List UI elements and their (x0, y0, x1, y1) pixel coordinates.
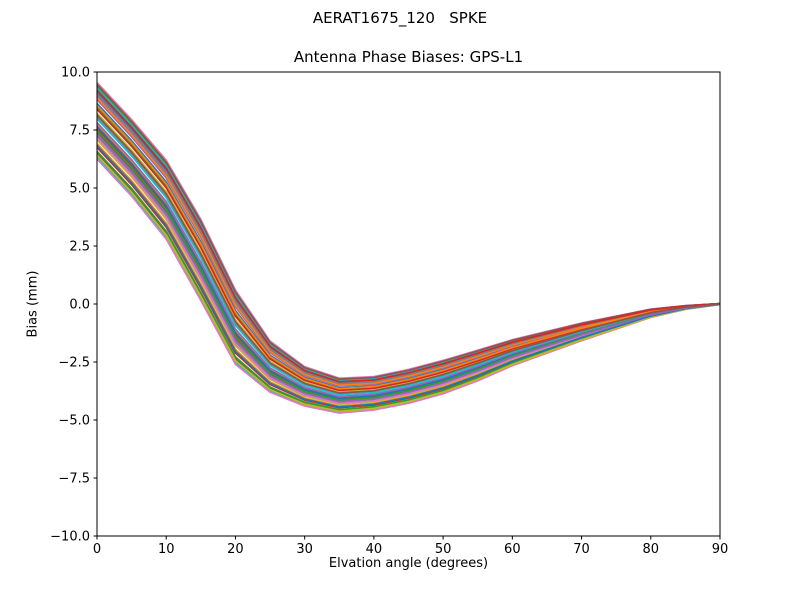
y-tick-label: 0.0 (69, 298, 90, 313)
series-line (96, 114, 721, 394)
x-tick-label: 20 (227, 542, 244, 557)
x-tick-label: 50 (435, 542, 452, 557)
figure-suptitle: AERAT1675_120 SPKE (312, 9, 488, 27)
x-tick-label: 10 (158, 542, 175, 557)
x-axis-label: Elvation angle (degrees) (328, 556, 489, 571)
y-tick-label: −10.0 (50, 530, 90, 545)
y-tick-label: 7.5 (69, 124, 90, 139)
x-tick-label: 0 (93, 542, 101, 557)
y-axis-label: Bias (mm) (25, 270, 41, 338)
y-tick-label: 2.5 (69, 240, 90, 255)
x-tick-label: 80 (643, 542, 660, 557)
y-tick-label: 10.0 (61, 66, 90, 81)
series-line (96, 127, 721, 400)
y-tick-label: −7.5 (58, 472, 90, 487)
axes-spines (96, 71, 721, 537)
series-line (96, 104, 721, 390)
y-tick-label: −2.5 (58, 356, 90, 371)
x-tick-label: 70 (573, 542, 590, 557)
x-tick-label: 60 (504, 542, 521, 557)
chart-title: Antenna Phase Biases: GPS-L1 (293, 48, 524, 66)
series-line (96, 154, 721, 413)
x-tick-label: 30 (296, 542, 313, 557)
series-line (96, 133, 721, 403)
x-tick-label: 90 (712, 542, 729, 557)
series-line (96, 83, 721, 380)
y-tick-label: 5.0 (69, 182, 90, 197)
series-line (96, 145, 721, 408)
series-line (96, 89, 721, 383)
series-line (96, 139, 721, 406)
y-tick-label: −5.0 (58, 414, 90, 429)
x-tick-label: 40 (366, 542, 383, 557)
